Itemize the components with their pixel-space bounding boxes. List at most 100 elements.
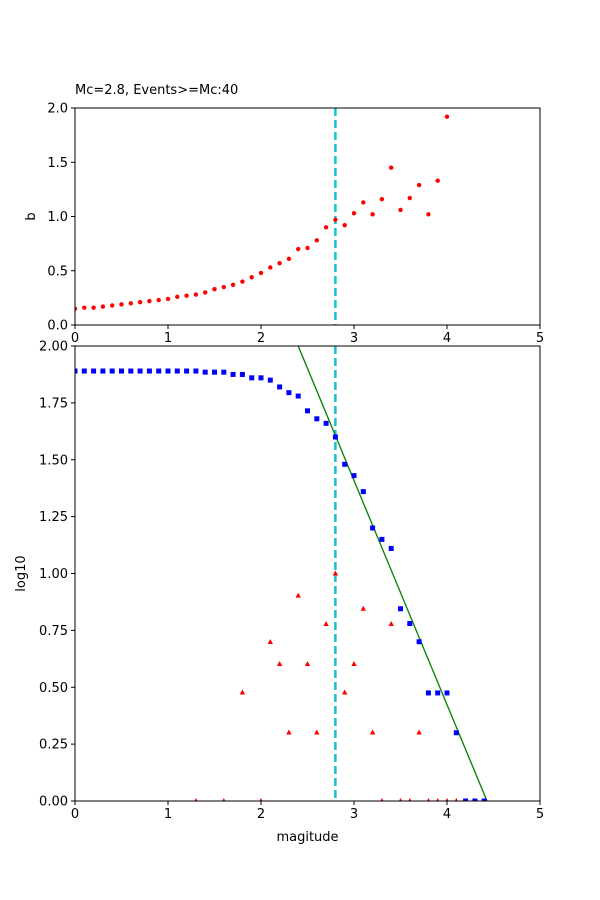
x-tick-label: 0 <box>71 331 79 346</box>
axes-frame <box>74 107 541 326</box>
data-point <box>267 377 273 383</box>
data-point <box>314 729 320 735</box>
data-point <box>128 301 133 306</box>
y-tick-label: 1.75 <box>39 396 68 411</box>
x-tick-label: 4 <box>443 807 451 822</box>
x-tick-label: 5 <box>536 807 544 822</box>
data-point <box>156 368 162 374</box>
x-tick-label: 5 <box>536 331 544 346</box>
data-point <box>323 621 329 627</box>
data-point <box>407 195 412 201</box>
data-point <box>221 284 226 290</box>
x-tick-label: 2 <box>257 331 265 346</box>
data-point <box>369 729 376 735</box>
data-point <box>323 225 329 230</box>
data-point <box>193 368 199 374</box>
data-point <box>174 368 180 374</box>
data-point <box>398 606 403 612</box>
y-tick-label: 0.00 <box>39 795 68 810</box>
y-tick-label: 0.50 <box>39 681 68 696</box>
data-point <box>165 296 171 302</box>
log10-axes: 0 1 2 3 4 5 0.00 0.25 0.50 0.75 1.00 1.25 1.50 1.75 2.… <box>14 340 544 846</box>
data-point <box>314 238 319 243</box>
x-tick-label: 1 <box>164 331 172 346</box>
data-point <box>361 200 366 205</box>
y-tick-label: 1.5 <box>47 156 68 171</box>
data-point <box>444 690 450 696</box>
x-tick-label: 1 <box>164 807 172 822</box>
data-point <box>239 371 245 377</box>
data-point <box>109 368 115 374</box>
data-point <box>295 592 301 598</box>
data-point <box>267 638 273 644</box>
data-point <box>407 621 413 627</box>
data-point <box>286 256 292 262</box>
data-point <box>258 270 264 276</box>
data-point <box>100 304 106 309</box>
data-point <box>165 368 171 374</box>
data-point <box>137 368 143 374</box>
data-point <box>82 305 87 310</box>
x-tick-label: 0 <box>71 807 79 822</box>
data-point <box>203 290 208 295</box>
data-point <box>351 661 357 667</box>
plot-area <box>75 108 450 325</box>
data-point <box>119 368 124 374</box>
y-tick-label: 1.25 <box>39 510 68 525</box>
x-axis-label: magitude <box>276 830 338 845</box>
data-point <box>453 730 459 736</box>
y-axis-label: b <box>24 212 39 220</box>
data-point <box>426 798 431 801</box>
data-point <box>454 798 458 801</box>
data-point <box>212 286 217 292</box>
data-point <box>332 570 339 576</box>
data-point <box>276 661 283 667</box>
data-point <box>193 292 199 297</box>
data-point <box>277 384 283 390</box>
data-point <box>435 690 441 696</box>
data-point <box>296 246 301 252</box>
data-point <box>342 222 347 228</box>
y-tick-label: 0.75 <box>39 624 68 639</box>
plot-area <box>75 346 488 801</box>
data-point <box>277 260 282 266</box>
data-point <box>128 368 134 374</box>
data-point <box>351 473 357 479</box>
data-point <box>425 690 431 696</box>
data-point <box>416 639 422 645</box>
chart-title: Mc=2.8, Events>=Mc:40 <box>75 83 238 98</box>
data-point <box>370 525 376 531</box>
data-point <box>323 420 329 426</box>
data-point <box>259 798 263 801</box>
data-point <box>472 798 478 801</box>
data-point <box>268 265 273 270</box>
data-point <box>463 798 469 801</box>
data-point <box>444 114 450 119</box>
data-point <box>398 798 403 801</box>
data-point <box>249 375 255 381</box>
data-point <box>146 368 152 374</box>
data-point <box>388 545 394 551</box>
data-point <box>100 368 106 374</box>
data-point <box>75 306 78 311</box>
x-tick-label: 3 <box>350 807 358 822</box>
data-point <box>436 798 440 801</box>
data-point <box>184 368 190 374</box>
data-point <box>379 196 385 202</box>
y-tick-label: 1.50 <box>39 453 68 468</box>
data-point <box>230 282 236 288</box>
data-point <box>175 294 180 299</box>
data-point <box>370 212 375 217</box>
data-point <box>194 798 198 801</box>
y-tick-label: 0.25 <box>39 738 68 753</box>
data-point <box>75 368 78 374</box>
data-point <box>91 305 96 310</box>
data-point <box>230 371 236 377</box>
data-point <box>445 798 449 801</box>
data-point <box>212 369 217 375</box>
data-point <box>379 536 385 542</box>
data-point <box>184 293 189 298</box>
data-point <box>295 393 301 399</box>
data-point <box>416 182 422 188</box>
x-tick-label: 3 <box>350 331 358 346</box>
